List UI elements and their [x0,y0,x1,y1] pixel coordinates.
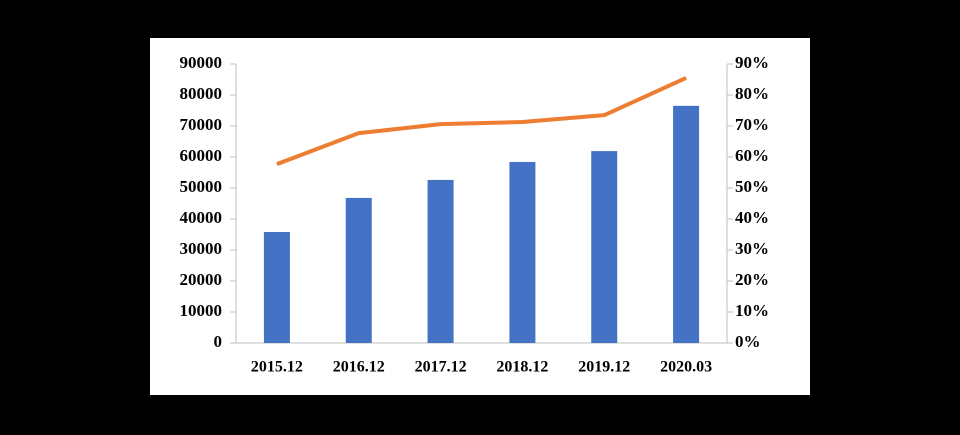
y2-tick-label: 70% [735,115,769,134]
y-tick-label: 40000 [180,208,223,227]
y-tick-label: 30000 [180,239,223,258]
x-tick-label: 2018.12 [496,359,548,376]
y2-tick-label: 30% [735,239,769,258]
y-tick-label: 60000 [180,146,223,165]
y-tick-label: 20000 [180,270,223,289]
y2-tick-label: 60% [735,146,769,165]
y2-tick-label: 40% [735,208,769,227]
y-tick-label: 70000 [180,115,223,134]
line [276,76,687,167]
bar [427,179,454,343]
y2-tick-label: 20% [735,270,769,289]
x-tick-label: 2020.03 [660,359,712,376]
x-tick-label: 2019.12 [578,359,630,376]
bar [345,197,372,343]
bar [509,161,536,343]
y-tick-label: 80000 [180,84,223,103]
y2-tick-label: 80% [735,84,769,103]
x-tick-label: 2015.12 [251,359,303,376]
bar [673,105,700,343]
bar [263,232,290,343]
y-tick-label: 10000 [180,301,223,320]
y-tick-label: 50000 [180,177,223,196]
y2-tick-label: 50% [735,177,769,196]
y2-tick-label: 90% [735,53,769,72]
y2-tick-label: 0% [735,332,761,351]
chart-area [150,38,810,395]
y-tick-label: 90000 [180,53,223,72]
y-tick-label: 0 [214,332,223,351]
x-tick-label: 2017.12 [415,359,467,376]
bar [591,151,618,343]
y2-tick-label: 10% [735,301,769,320]
x-tick-label: 2016.12 [333,359,385,376]
